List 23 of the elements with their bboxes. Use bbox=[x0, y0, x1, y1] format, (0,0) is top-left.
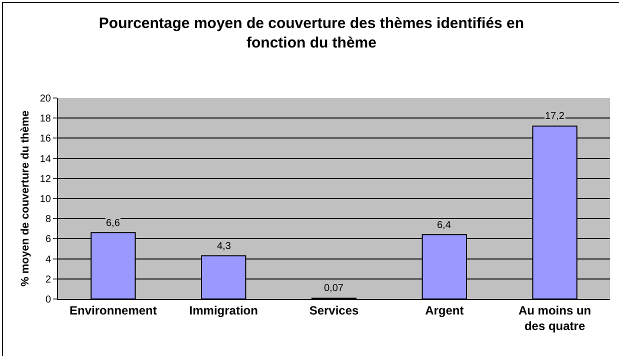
y-axis-title: % moyen de couverture du thème bbox=[20, 110, 32, 287]
x-tick-label: Services bbox=[309, 303, 360, 318]
y-tick-label: 2 bbox=[45, 274, 52, 286]
x-tick-label: Environnement bbox=[70, 303, 157, 318]
y-tick-label: 18 bbox=[40, 114, 52, 125]
y-tick-label: 8 bbox=[45, 214, 52, 226]
y-tick-label: 0 bbox=[45, 294, 52, 306]
data-label: 6,6 bbox=[106, 218, 120, 229]
data-label: 4,3 bbox=[217, 241, 232, 252]
data-label: 17,2 bbox=[545, 111, 565, 122]
x-tick-label: Immigration bbox=[189, 303, 258, 318]
y-tick-label: 10 bbox=[40, 194, 52, 205]
y-tick-label: 12 bbox=[40, 174, 52, 185]
y-tick-label: 20 bbox=[40, 94, 52, 104]
data-label: 0,07 bbox=[324, 283, 344, 294]
x-tick-label: Au moins un des quatre bbox=[518, 303, 592, 333]
y-tick-label: 14 bbox=[40, 154, 52, 165]
chart-title: Pourcentage moyen de couverture des thèmes identifiés en fonction du thème bbox=[98, 14, 524, 52]
y-tick-label: 4 bbox=[45, 254, 52, 266]
x-tick-label: Argent bbox=[425, 303, 464, 318]
y-tick-label: 6 bbox=[45, 234, 52, 246]
data-label: 6,4 bbox=[437, 220, 452, 231]
y-tick-label: 16 bbox=[40, 134, 52, 145]
